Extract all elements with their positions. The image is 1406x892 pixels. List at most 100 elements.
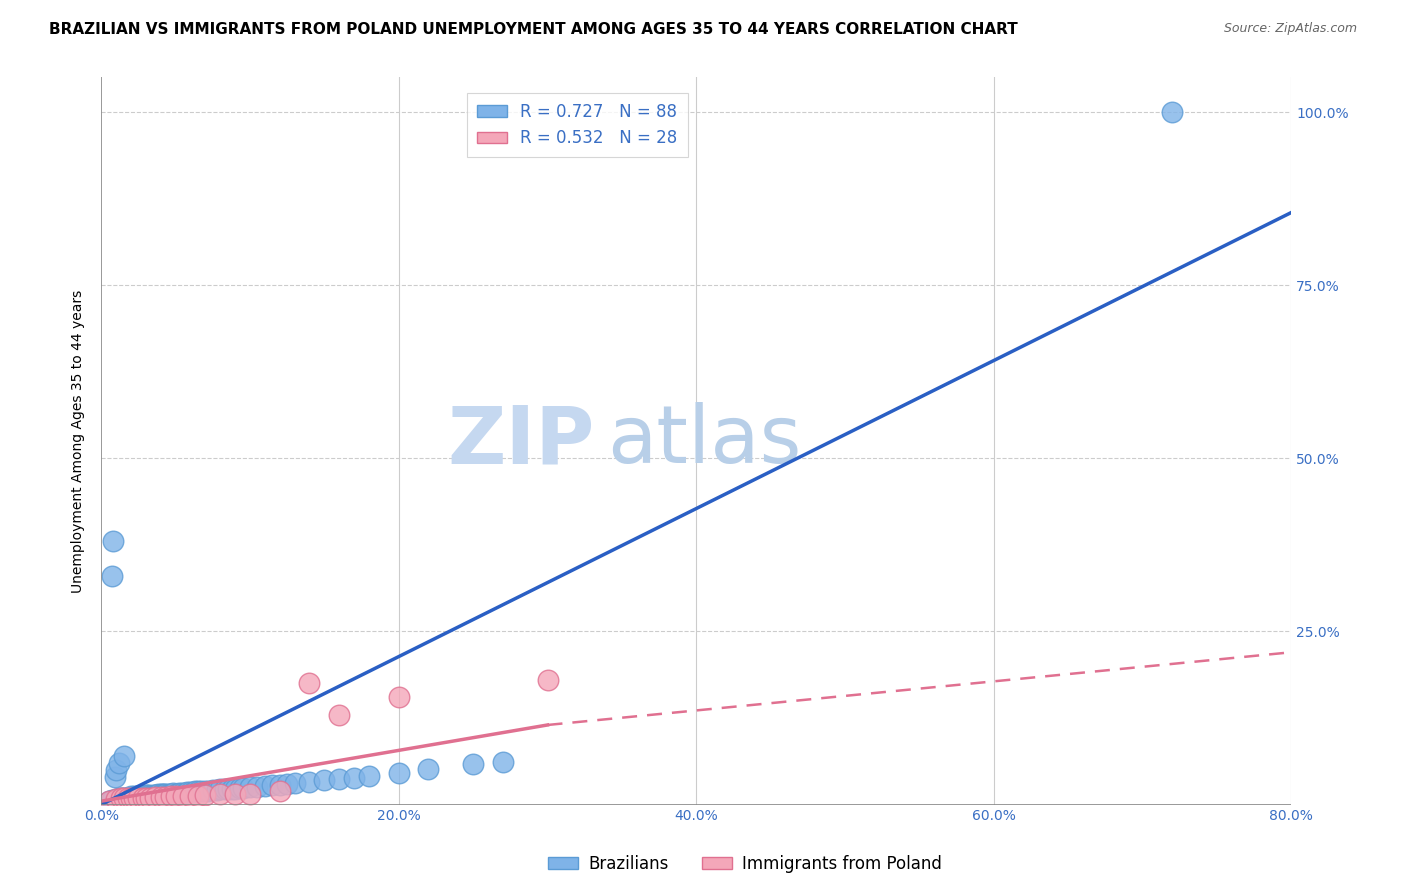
- Point: [142, 788, 165, 802]
- Point: [284, 776, 307, 790]
- Point: [262, 778, 284, 792]
- Point: [328, 772, 350, 786]
- Point: [135, 788, 157, 802]
- Point: [115, 790, 138, 805]
- Point: [100, 569, 122, 583]
- Point: [111, 790, 134, 805]
- Point: [179, 785, 201, 799]
- Point: [536, 673, 558, 687]
- Point: [108, 756, 131, 770]
- Point: [224, 781, 246, 796]
- Point: [117, 791, 139, 805]
- Point: [239, 787, 262, 801]
- Point: [105, 792, 128, 806]
- Point: [149, 787, 172, 801]
- Point: [112, 791, 135, 805]
- Point: [100, 793, 122, 807]
- Point: [217, 782, 239, 797]
- Point: [172, 789, 194, 804]
- Point: [139, 789, 162, 803]
- Point: [135, 790, 157, 805]
- Point: [143, 789, 166, 804]
- Point: [170, 786, 193, 800]
- Point: [298, 676, 321, 690]
- Point: [110, 791, 132, 805]
- Point: [357, 769, 380, 783]
- Point: [121, 790, 143, 805]
- Point: [118, 790, 141, 805]
- Point: [150, 787, 173, 801]
- Point: [232, 780, 254, 795]
- Point: [117, 790, 139, 805]
- Point: [190, 784, 212, 798]
- Point: [145, 788, 167, 802]
- Point: [187, 784, 209, 798]
- Point: [269, 784, 291, 798]
- Point: [228, 780, 250, 795]
- Point: [418, 762, 440, 776]
- Point: [120, 789, 142, 804]
- Point: [194, 788, 217, 802]
- Point: [207, 783, 229, 797]
- Point: [165, 789, 187, 804]
- Point: [159, 787, 181, 801]
- Point: [143, 788, 166, 802]
- Point: [1161, 105, 1184, 120]
- Point: [97, 794, 120, 808]
- Text: Source: ZipAtlas.com: Source: ZipAtlas.com: [1223, 22, 1357, 36]
- Point: [108, 791, 131, 805]
- Point: [120, 791, 142, 805]
- Legend: Brazilians, Immigrants from Poland: Brazilians, Immigrants from Poland: [541, 848, 949, 880]
- Point: [117, 790, 139, 805]
- Point: [269, 778, 291, 792]
- Text: ZIP: ZIP: [449, 402, 595, 480]
- Point: [124, 790, 146, 805]
- Point: [463, 757, 485, 772]
- Point: [110, 790, 132, 805]
- Point: [122, 789, 145, 804]
- Text: BRAZILIAN VS IMMIGRANTS FROM POLAND UNEMPLOYMENT AMONG AGES 35 TO 44 YEARS CORRE: BRAZILIAN VS IMMIGRANTS FROM POLAND UNEM…: [49, 22, 1018, 37]
- Point: [134, 789, 156, 804]
- Point: [122, 790, 145, 805]
- Point: [388, 690, 411, 705]
- Point: [343, 771, 366, 785]
- Point: [221, 781, 243, 796]
- Point: [127, 790, 149, 805]
- Text: atlas: atlas: [607, 402, 801, 480]
- Point: [136, 788, 159, 802]
- Point: [132, 790, 155, 805]
- Point: [138, 788, 160, 802]
- Point: [97, 794, 120, 808]
- Point: [298, 774, 321, 789]
- Point: [328, 707, 350, 722]
- Point: [112, 749, 135, 764]
- Point: [127, 790, 149, 805]
- Point: [173, 786, 195, 800]
- Point: [101, 534, 124, 549]
- Point: [127, 789, 149, 804]
- Point: [179, 789, 201, 803]
- Point: [187, 789, 209, 803]
- Point: [492, 755, 515, 769]
- Point: [201, 783, 224, 797]
- Point: [112, 790, 135, 805]
- Point: [162, 786, 184, 800]
- Legend: R = 0.727   N = 88, R = 0.532   N = 28: R = 0.727 N = 88, R = 0.532 N = 28: [467, 93, 688, 157]
- Point: [253, 779, 276, 793]
- Point: [276, 777, 298, 791]
- Point: [197, 784, 219, 798]
- Point: [160, 787, 183, 801]
- Point: [132, 789, 155, 803]
- Point: [239, 780, 262, 795]
- Point: [120, 790, 142, 805]
- Point: [146, 787, 169, 801]
- Point: [122, 790, 145, 805]
- Point: [167, 786, 190, 800]
- Point: [209, 782, 232, 797]
- Y-axis label: Unemployment Among Ages 35 to 44 years: Unemployment Among Ages 35 to 44 years: [72, 289, 86, 592]
- Point: [149, 789, 172, 804]
- Point: [209, 787, 232, 801]
- Point: [314, 773, 336, 788]
- Point: [184, 784, 207, 798]
- Point: [105, 763, 128, 777]
